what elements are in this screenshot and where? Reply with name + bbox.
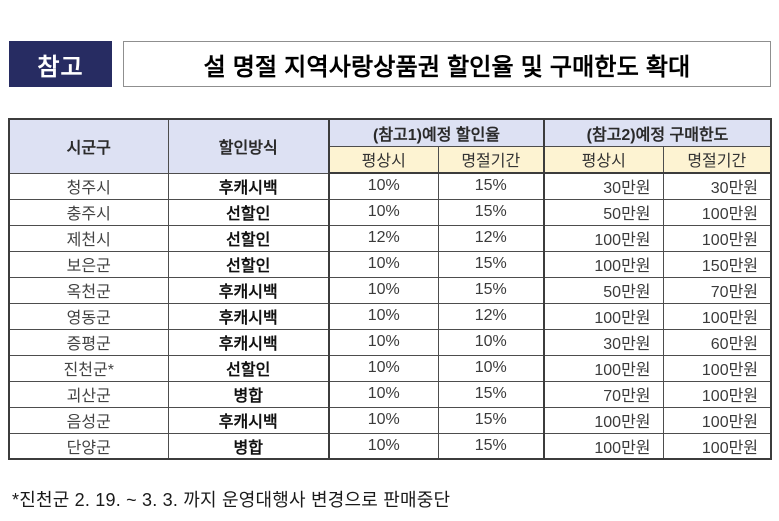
limit-normal-cell: 100만원	[543, 432, 664, 460]
rate-holiday-cell: 15%	[437, 432, 545, 460]
region-cell: 제천시	[8, 224, 169, 252]
rate-normal-cell: 10%	[328, 302, 439, 330]
col-header-rate-normal: 평상시	[328, 145, 439, 174]
region-cell: 옥천군	[8, 276, 169, 304]
limit-normal-cell: 30만원	[543, 172, 664, 200]
table-row: 음성군 후캐시백 10% 15% 100만원 100만원	[8, 406, 772, 434]
limit-normal-cell: 100만원	[543, 302, 664, 330]
region-cell: 보은군	[8, 250, 169, 278]
table-row: 영동군 후캐시백 10% 12% 100만원 100만원	[8, 302, 772, 330]
header-row-sub: 평상시 명절기간 평상시 명절기간	[9, 145, 772, 174]
table-row: 청주시 후캐시백 10% 15% 30만원 30만원	[8, 172, 772, 200]
table-row: 충주시 선할인 10% 15% 50만원 100만원	[8, 198, 772, 226]
rate-holiday-cell: 12%	[437, 224, 545, 252]
region-cell: 증평군	[8, 328, 169, 356]
rate-holiday-cell: 15%	[437, 250, 545, 278]
limit-normal-cell: 100만원	[543, 354, 664, 382]
rate-normal-cell: 10%	[328, 406, 439, 434]
col-header-method: 할인방식	[167, 118, 330, 174]
limit-holiday-cell: 100만원	[662, 406, 772, 434]
header-row-groups: 시군구 할인방식 (참고1)예정 할인율 (참고2)예정 구매한도	[8, 118, 772, 174]
table-row: 단양군 병합 10% 15% 100만원 100만원	[8, 432, 772, 460]
limit-holiday-cell: 100만원	[662, 354, 772, 382]
region-cell: 충주시	[8, 198, 169, 226]
method-cell: 후캐시백	[167, 328, 330, 356]
rate-normal-cell: 12%	[328, 224, 439, 252]
rate-holiday-cell: 15%	[437, 380, 545, 408]
region-cell: 괴산군	[8, 380, 169, 408]
rate-normal-cell: 10%	[328, 432, 439, 460]
table-row: 괴산군 병합 10% 15% 70만원 100만원	[8, 380, 772, 408]
table-body: 청주시 후캐시백 10% 15% 30만원 30만원 충주시 선할인 10% 15% 50만원 100…	[8, 172, 772, 460]
rate-holiday-cell: 15%	[437, 276, 545, 304]
method-cell: 선할인	[167, 354, 330, 382]
limit-holiday-cell: 100만원	[662, 432, 772, 460]
col-group-limit: (참고2)예정 구매한도	[543, 118, 772, 147]
method-cell: 후캐시백	[167, 406, 330, 434]
limit-normal-cell: 50만원	[543, 276, 664, 304]
limit-holiday-cell: 100만원	[662, 380, 772, 408]
table-row: 보은군 선할인 10% 15% 100만원 150만원	[8, 250, 772, 278]
rate-normal-cell: 10%	[328, 250, 439, 278]
limit-holiday-cell: 150만원	[662, 250, 772, 278]
footnote: *진천군 2. 19. ~ 3. 3. 까지 운영대행사 변경으로 판매중단	[12, 490, 451, 510]
limit-normal-cell: 30만원	[543, 328, 664, 356]
limit-normal-cell: 100만원	[543, 406, 664, 434]
col-header-limit-holiday: 명절기간	[662, 145, 772, 174]
limit-holiday-cell: 30만원	[662, 172, 772, 200]
table-row: 증평군 후캐시백 10% 10% 30만원 60만원	[8, 328, 772, 356]
page-header: 참고 설 명절 지역사랑상품권 할인율 및 구매한도 확대	[9, 41, 771, 87]
rate-normal-cell: 10%	[328, 380, 439, 408]
rate-normal-cell: 10%	[328, 172, 439, 200]
rate-normal-cell: 10%	[328, 276, 439, 304]
method-cell: 선할인	[167, 250, 330, 278]
rate-holiday-cell: 10%	[437, 328, 545, 356]
rate-normal-cell: 10%	[328, 354, 439, 382]
col-group-rate: (참고1)예정 할인율	[327, 118, 545, 147]
limit-holiday-cell: 100만원	[662, 302, 772, 330]
rate-holiday-cell: 15%	[437, 172, 545, 200]
table-row: 옥천군 후캐시백 10% 15% 50만원 70만원	[8, 276, 772, 304]
limit-holiday-cell: 70만원	[662, 276, 772, 304]
col-header-rate-holiday: 명절기간	[437, 145, 545, 174]
discount-table: 시군구 할인방식 (참고1)예정 할인율 (참고2)예정 구매한도 평상시 명절…	[8, 118, 773, 460]
rate-holiday-cell: 15%	[437, 406, 545, 434]
table-row: 제천시 선할인 12% 12% 100만원 100만원	[8, 224, 772, 252]
method-cell: 병합	[167, 380, 330, 408]
limit-normal-cell: 100만원	[543, 224, 664, 252]
rate-holiday-cell: 15%	[437, 198, 545, 226]
method-cell: 병합	[167, 432, 330, 460]
method-cell: 선할인	[167, 224, 330, 252]
method-cell: 후캐시백	[167, 302, 330, 330]
region-cell: 진천군*	[8, 354, 169, 382]
region-cell: 음성군	[8, 406, 169, 434]
method-cell: 후캐시백	[167, 276, 330, 304]
page-title: 설 명절 지역사랑상품권 할인율 및 구매한도 확대	[123, 41, 771, 87]
limit-holiday-cell: 60만원	[662, 328, 772, 356]
rate-normal-cell: 10%	[328, 328, 439, 356]
table-header: 시군구 할인방식 (참고1)예정 할인율 (참고2)예정 구매한도 평상시 명절…	[8, 118, 772, 174]
limit-normal-cell: 50만원	[543, 198, 664, 226]
region-cell: 영동군	[8, 302, 169, 330]
limit-holiday-cell: 100만원	[662, 224, 772, 252]
col-header-sigungu: 시군구	[8, 118, 169, 174]
method-cell: 선할인	[167, 198, 330, 226]
region-cell: 청주시	[8, 172, 169, 200]
region-cell: 단양군	[8, 432, 169, 460]
limit-holiday-cell: 100만원	[662, 198, 772, 226]
reference-badge: 참고	[9, 41, 112, 87]
method-cell: 후캐시백	[167, 172, 330, 200]
rate-holiday-cell: 12%	[437, 302, 545, 330]
table-row: 진천군* 선할인 10% 10% 100만원 100만원	[8, 354, 772, 382]
rate-normal-cell: 10%	[328, 198, 439, 226]
rate-holiday-cell: 10%	[437, 354, 545, 382]
limit-normal-cell: 100만원	[543, 250, 664, 278]
col-header-limit-normal: 평상시	[543, 145, 664, 174]
limit-normal-cell: 70만원	[543, 380, 664, 408]
